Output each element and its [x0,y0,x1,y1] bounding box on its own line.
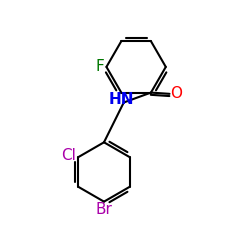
Text: O: O [170,86,182,101]
Text: Br: Br [96,202,112,217]
Text: Cl: Cl [61,148,76,163]
Text: HN: HN [109,92,134,107]
Text: F: F [95,60,104,74]
